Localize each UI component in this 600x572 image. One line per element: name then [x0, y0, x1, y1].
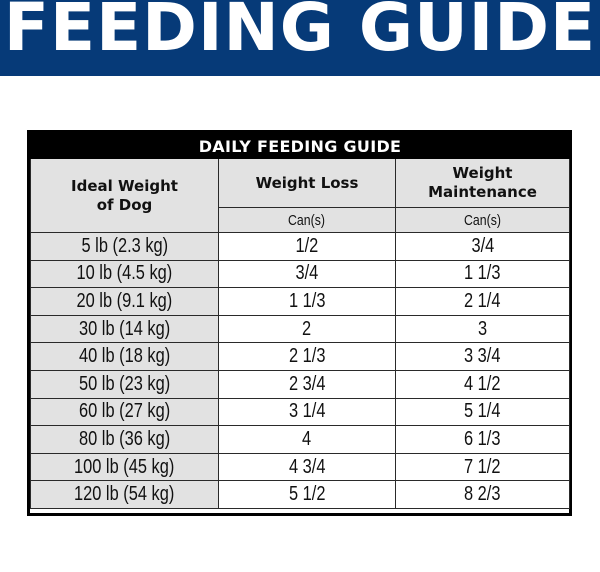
- cell-loss: 2 3/4: [218, 369, 396, 399]
- cell-loss: 2: [218, 314, 396, 344]
- cell-maintenance: 6 1/3: [394, 425, 571, 454]
- cell-weight: 80 lb (36 kg): [30, 425, 219, 454]
- table-row: 50 lb (23 kg) 2 3/4 4 1/2: [30, 369, 571, 399]
- cell-maintenance: 3 3/4: [394, 342, 571, 371]
- table-caption: DAILY FEEDING GUIDE: [29, 133, 571, 159]
- table-row: 40 lb (18 kg) 2 1/3 3 3/4: [30, 342, 571, 371]
- cell-loss: 4: [218, 425, 396, 454]
- table-row: 60 lb (27 kg) 3 1/4 5 1/4: [30, 397, 571, 427]
- cell-weight: 20 lb (9.1 kg): [30, 287, 219, 316]
- cell-weight: 10 lb (4.5 kg): [30, 259, 219, 289]
- title-banner: FEEDING GUIDE: [0, 0, 600, 76]
- cell-maintenance: 5 1/4: [394, 397, 571, 427]
- cell-maintenance: 3/4: [394, 232, 571, 261]
- cell-weight: 5 lb (2.3 kg): [30, 232, 219, 261]
- cell-loss: 5 1/2: [218, 480, 396, 509]
- cell-loss: 1/2: [218, 232, 396, 261]
- table-row: 30 lb (14 kg) 2 3: [30, 314, 571, 344]
- header-ideal-weight: Ideal Weight of Dog: [30, 158, 219, 233]
- header-weight-maintenance: Weight Maintenance: [394, 158, 571, 208]
- cell-maintenance: 7 1/2: [394, 452, 571, 482]
- cell-weight: 60 lb (27 kg): [30, 397, 219, 427]
- cell-weight: 40 lb (18 kg): [30, 342, 219, 371]
- table-row: 80 lb (36 kg) 4 6 1/3: [30, 425, 571, 454]
- cell-loss: 1 1/3: [218, 287, 396, 316]
- cell-maintenance: 2 1/4: [394, 287, 571, 316]
- cell-maintenance: 4 1/2: [394, 369, 571, 399]
- cell-loss: 2 1/3: [218, 342, 396, 371]
- table-row: 10 lb (4.5 kg) 3/4 1 1/3: [30, 259, 571, 289]
- header-weight-loss: Weight Loss: [218, 158, 396, 208]
- cell-weight: 30 lb (14 kg): [30, 314, 219, 344]
- cell-weight: 100 lb (45 kg): [30, 452, 219, 482]
- cell-maintenance: 1 1/3: [394, 259, 571, 289]
- table-row: 120 lb (54 kg) 5 1/2 8 2/3: [30, 480, 571, 509]
- feeding-table: DAILY FEEDING GUIDE Ideal Weight of Dog …: [27, 130, 572, 516]
- cell-maintenance: 3: [394, 314, 571, 344]
- cell-weight: 120 lb (54 kg): [30, 480, 219, 509]
- cell-weight: 50 lb (23 kg): [30, 369, 219, 399]
- unit-loss: Can(s): [218, 207, 396, 233]
- cell-loss: 3/4: [218, 259, 396, 289]
- page-title: FEEDING GUIDE: [3, 0, 597, 66]
- cell-loss: 3 1/4: [218, 397, 396, 427]
- unit-maintenance: Can(s): [394, 207, 571, 233]
- table-row: 100 lb (45 kg) 4 3/4 7 1/2: [30, 452, 571, 482]
- cell-loss: 4 3/4: [218, 452, 396, 482]
- cell-maintenance: 8 2/3: [394, 480, 571, 509]
- table-row: 20 lb (9.1 kg) 1 1/3 2 1/4: [30, 287, 571, 316]
- table-row: 5 lb (2.3 kg) 1/2 3/4: [30, 232, 571, 261]
